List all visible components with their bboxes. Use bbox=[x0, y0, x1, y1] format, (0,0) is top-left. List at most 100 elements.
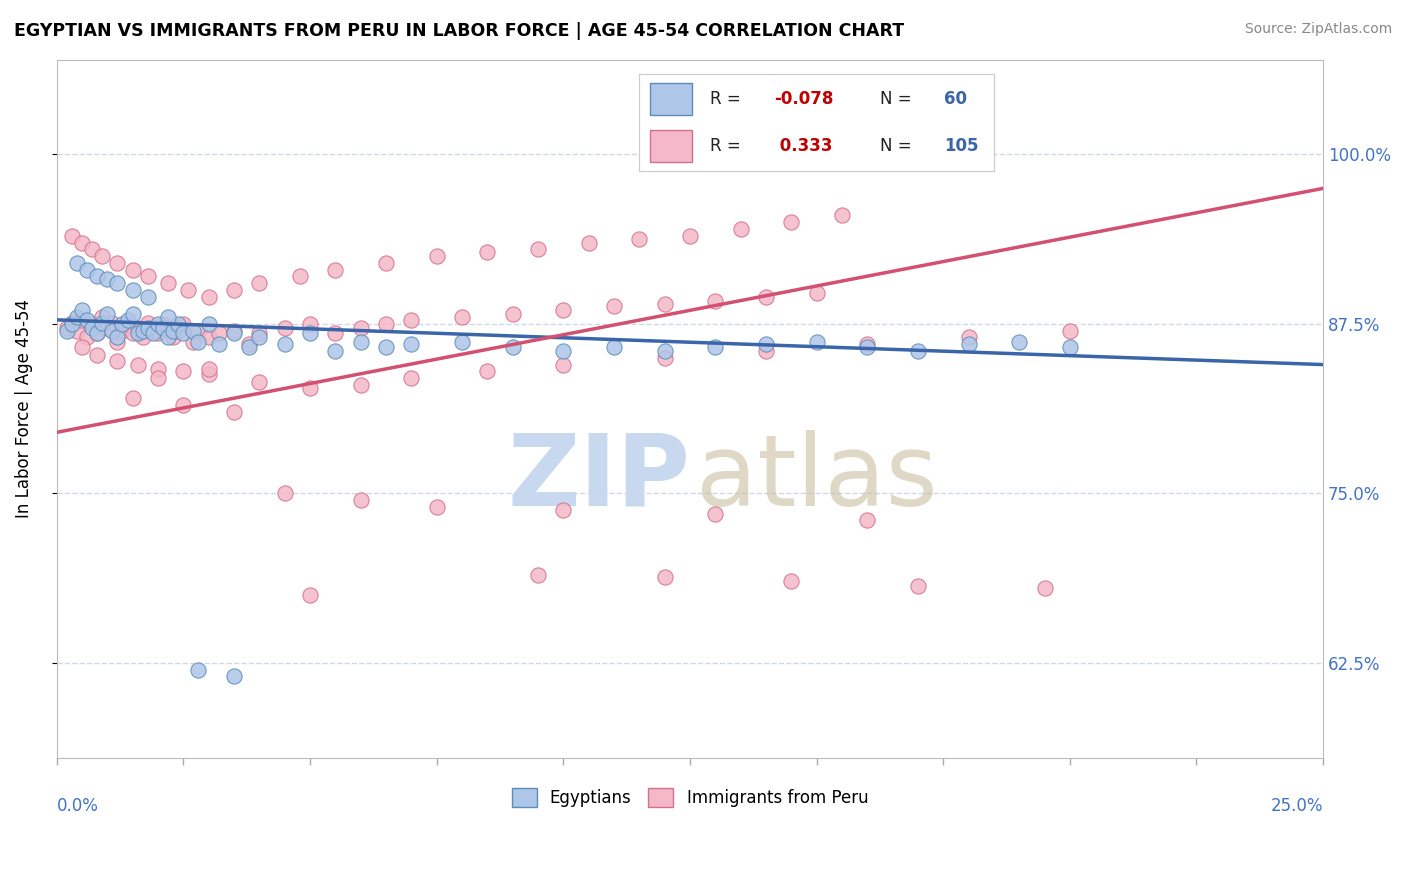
Point bbox=[654, 570, 676, 584]
Point bbox=[1059, 340, 1081, 354]
Point bbox=[146, 326, 169, 341]
Point bbox=[172, 326, 194, 341]
Point bbox=[288, 269, 311, 284]
Point bbox=[187, 334, 209, 349]
Point bbox=[107, 277, 129, 291]
Point bbox=[121, 326, 143, 341]
Point bbox=[172, 317, 194, 331]
Point bbox=[146, 317, 169, 331]
Point bbox=[86, 326, 108, 341]
Text: Source: ZipAtlas.com: Source: ZipAtlas.com bbox=[1244, 22, 1392, 37]
Point bbox=[157, 330, 180, 344]
Point bbox=[111, 317, 134, 331]
Point bbox=[222, 405, 245, 419]
Point bbox=[96, 321, 118, 335]
Point bbox=[1008, 334, 1031, 349]
Point bbox=[127, 358, 149, 372]
Point bbox=[132, 330, 155, 344]
Point bbox=[167, 317, 190, 331]
Point bbox=[426, 249, 449, 263]
Point bbox=[374, 340, 396, 354]
Text: ZIP: ZIP bbox=[508, 430, 690, 527]
Point bbox=[91, 316, 114, 330]
Point bbox=[91, 249, 114, 263]
Point bbox=[121, 283, 143, 297]
Point bbox=[80, 321, 103, 335]
Point bbox=[66, 324, 89, 338]
Point bbox=[298, 381, 321, 395]
Point bbox=[96, 272, 118, 286]
Point bbox=[553, 358, 575, 372]
Point bbox=[527, 243, 550, 257]
Point bbox=[80, 243, 103, 257]
Point bbox=[273, 337, 295, 351]
Point bbox=[426, 500, 449, 514]
Y-axis label: In Labor Force | Age 45-54: In Labor Force | Age 45-54 bbox=[15, 299, 32, 518]
Point bbox=[117, 313, 139, 327]
Point bbox=[208, 326, 231, 341]
Point bbox=[755, 344, 778, 359]
Point bbox=[578, 235, 600, 250]
Point bbox=[856, 513, 879, 527]
Point bbox=[222, 324, 245, 338]
Point bbox=[157, 310, 180, 325]
Point bbox=[70, 235, 93, 250]
Point bbox=[66, 310, 89, 325]
Point bbox=[238, 340, 260, 354]
Point bbox=[121, 392, 143, 406]
Point bbox=[142, 326, 165, 341]
Point bbox=[298, 588, 321, 602]
Point bbox=[553, 303, 575, 318]
Point bbox=[323, 344, 346, 359]
Point bbox=[60, 317, 83, 331]
Point bbox=[298, 317, 321, 331]
Point bbox=[127, 321, 149, 335]
Point bbox=[730, 222, 752, 236]
Point bbox=[66, 256, 89, 270]
Point bbox=[80, 317, 103, 331]
Point bbox=[780, 215, 803, 229]
Text: 0.0%: 0.0% bbox=[56, 797, 98, 814]
Point bbox=[399, 371, 422, 385]
Point bbox=[349, 321, 371, 335]
Point bbox=[70, 303, 93, 318]
Point bbox=[957, 330, 980, 344]
Point bbox=[349, 493, 371, 508]
Point bbox=[162, 330, 184, 344]
Point bbox=[679, 228, 702, 243]
Point bbox=[704, 340, 727, 354]
Point bbox=[107, 256, 129, 270]
Point bbox=[183, 324, 205, 338]
Point bbox=[603, 299, 626, 313]
Point bbox=[157, 321, 180, 335]
Point bbox=[451, 334, 474, 349]
Point bbox=[136, 269, 159, 284]
Point bbox=[553, 344, 575, 359]
Point bbox=[806, 285, 828, 300]
Point bbox=[146, 371, 169, 385]
Point bbox=[55, 324, 77, 338]
Point bbox=[654, 296, 676, 310]
Point bbox=[957, 337, 980, 351]
Text: atlas: atlas bbox=[696, 430, 938, 527]
Point bbox=[101, 324, 124, 338]
Point bbox=[399, 337, 422, 351]
Point bbox=[101, 316, 124, 330]
Point bbox=[86, 348, 108, 362]
Point bbox=[187, 324, 209, 338]
Point bbox=[477, 364, 499, 378]
Point bbox=[349, 334, 371, 349]
Point bbox=[553, 502, 575, 516]
Point bbox=[247, 326, 270, 341]
Point bbox=[323, 326, 346, 341]
Point bbox=[208, 337, 231, 351]
Point bbox=[121, 262, 143, 277]
Point bbox=[273, 486, 295, 500]
Point bbox=[136, 321, 159, 335]
Point bbox=[399, 313, 422, 327]
Point bbox=[704, 507, 727, 521]
Point bbox=[152, 317, 174, 331]
Point bbox=[603, 340, 626, 354]
Point bbox=[183, 334, 205, 349]
Point bbox=[527, 567, 550, 582]
